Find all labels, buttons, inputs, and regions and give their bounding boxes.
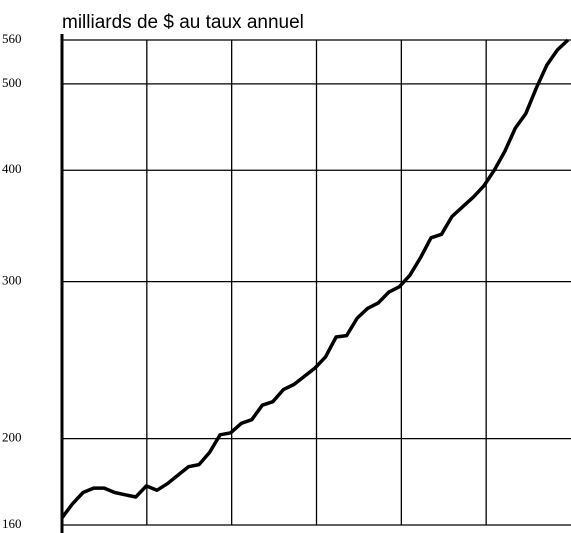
data-line [60,38,570,519]
y-tick-label: 300 [2,273,22,288]
y-tick-label: 560 [2,31,22,46]
y-tick-label: 500 [2,75,22,90]
y-tick-label: 160 [2,516,22,531]
y-tick-label: 400 [2,161,22,176]
chart-title: milliards de $ au taux annuel [62,12,304,33]
y-tick-label: 200 [2,430,22,445]
